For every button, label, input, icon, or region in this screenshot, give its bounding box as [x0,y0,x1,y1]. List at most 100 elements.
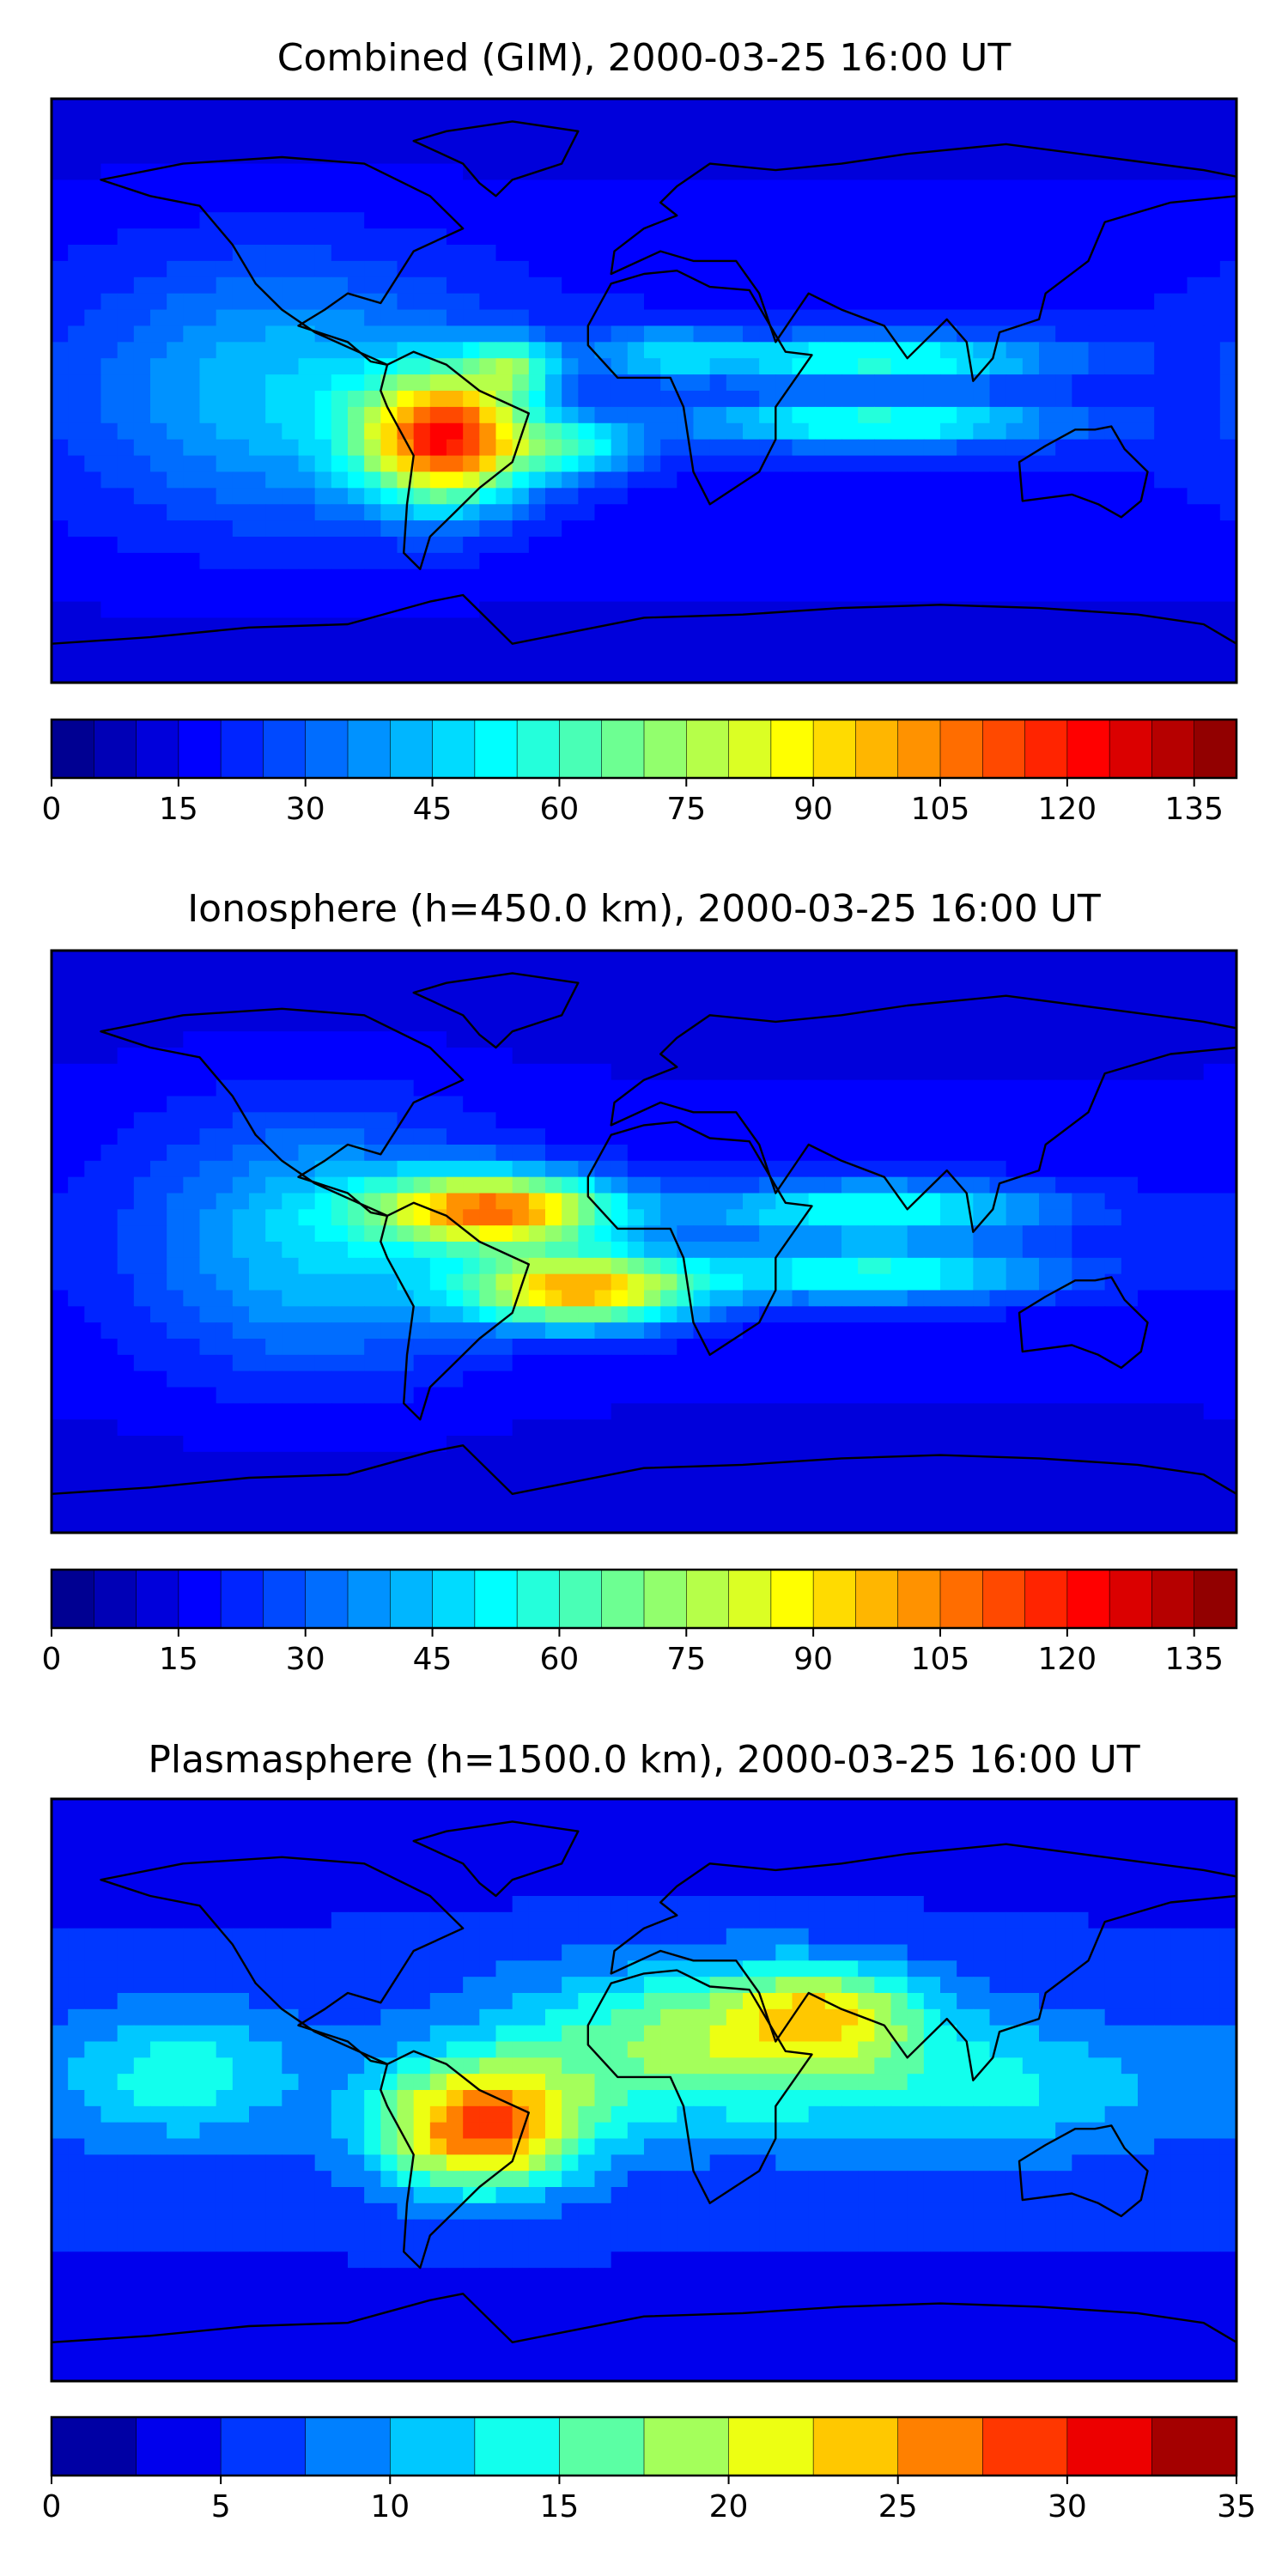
contour-cell [1088,114,1106,132]
contour-cell [973,114,991,132]
contour-cell [1055,422,1072,440]
contour-cell [1203,1370,1221,1388]
contour-cell [199,488,217,505]
contour-cell [314,406,332,424]
contour-cell [594,1225,612,1242]
contour-cell [1154,342,1171,359]
contour-cell [644,1290,661,1307]
contour-cell [1154,617,1171,635]
contour-cell [232,1387,250,1404]
contour-cell [660,1209,677,1226]
contour-cell [314,163,332,181]
contour-cell [989,1370,1007,1388]
contour-cell [282,1387,300,1404]
contour-cell [183,391,201,408]
contour-cell [726,585,744,603]
contour-cell [824,568,842,586]
contour-cell [348,1225,365,1242]
contour-cell [627,1339,645,1356]
contour-cell [693,634,711,651]
contour-cell [841,1096,859,1113]
contour-cell [841,1322,859,1340]
contour-cell [907,1048,925,1065]
contour-cell [1219,650,1237,667]
contour-cell [331,1079,349,1097]
contour-cell [199,1387,217,1404]
contour-cell [611,1160,629,1178]
contour-cell [957,114,974,132]
contour-cell [133,455,151,473]
contour-cell [364,1096,381,1113]
contour-cell [380,455,398,473]
contour-cell [1039,1354,1056,1372]
contour-cell [726,1403,744,1420]
contour-cell [1203,1257,1221,1275]
contour-cell [1219,131,1237,149]
contour-cell [199,1015,217,1032]
contour-cell [545,1193,562,1210]
contour-cell [331,1015,349,1032]
contour-cell [232,982,250,1000]
contour-cell [495,228,513,246]
contour-cell [413,1031,431,1048]
contour-cell [167,1273,184,1291]
contour-cell [249,1112,266,1129]
contour-cell [133,1193,151,1210]
contour-cell [1187,439,1205,457]
contour-cell [923,1354,941,1372]
contour-cell [1138,260,1155,278]
contour-cell [133,1322,151,1340]
contour-cell [874,1451,892,1469]
contour-cell [611,1290,629,1307]
contour-cell [265,1419,283,1437]
contour-cell [709,358,727,375]
contour-cell [348,617,365,635]
contour-cell [792,568,810,586]
contour-cell [463,276,480,295]
contour-cell [232,1451,250,1469]
contour-cell [512,1242,530,1259]
contour-cell [594,309,612,327]
contour-cell [1039,1322,1056,1340]
contour-cell [957,147,974,165]
contour-cell [989,1225,1007,1242]
contour-cell [512,309,530,327]
contour-cell [611,325,629,343]
contour-cell [1187,358,1205,375]
contour-cell [348,276,365,295]
contour-cell [479,99,497,116]
contour-cell [265,1031,283,1048]
contour-cell [183,1257,201,1275]
contour-cell [923,1242,941,1259]
contour-cell [199,552,217,570]
contour-cell [890,293,908,311]
contour-cell [1203,1242,1221,1259]
contour-cell [792,1176,810,1194]
contour-cell [989,1063,1007,1081]
contour-cell [167,309,184,327]
contour-cell [380,293,398,311]
contour-cell [1170,552,1188,570]
contour-cell [1138,1193,1155,1210]
contour-cell [463,1354,480,1372]
contour-cell [1005,601,1024,619]
contour-cell [429,471,447,489]
contour-cell [216,1354,234,1372]
contour-cell [743,212,760,229]
contour-cell [858,1370,875,1388]
contour-cell [594,504,612,521]
contour-cell [1203,1096,1221,1113]
contour-cell [874,455,892,473]
contour-cell [216,179,234,197]
contour-cell [677,1403,695,1420]
contour-cell [858,1273,875,1291]
contour-cell [199,504,217,521]
contour-cell [348,1160,365,1178]
contour-cell [858,276,875,295]
contour-cell [743,552,760,570]
contour-cell [133,422,151,440]
contour-cell [364,179,381,197]
contour-cell [84,1209,102,1226]
contour-cell [84,1031,102,1048]
